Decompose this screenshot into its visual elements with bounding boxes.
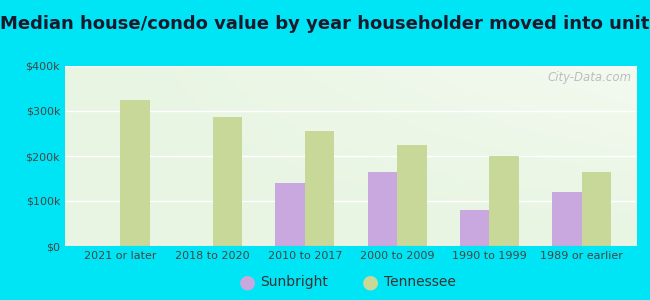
Bar [552, 192, 582, 246]
Text: Median house/condo value by year householder moved into unit: Median house/condo value by year househo… [0, 15, 650, 33]
Bar [120, 100, 150, 246]
Bar [276, 183, 305, 246]
Text: Sunbright: Sunbright [260, 275, 328, 289]
Bar [305, 131, 334, 246]
Bar [489, 156, 519, 246]
Bar [368, 172, 397, 246]
Text: ●: ● [239, 272, 255, 292]
Bar [582, 172, 611, 246]
Text: ●: ● [362, 272, 379, 292]
Bar [460, 210, 489, 246]
Text: Tennessee: Tennessee [384, 275, 456, 289]
Text: City-Data.com: City-Data.com [547, 71, 631, 84]
Bar [213, 117, 242, 246]
Bar [397, 145, 426, 246]
